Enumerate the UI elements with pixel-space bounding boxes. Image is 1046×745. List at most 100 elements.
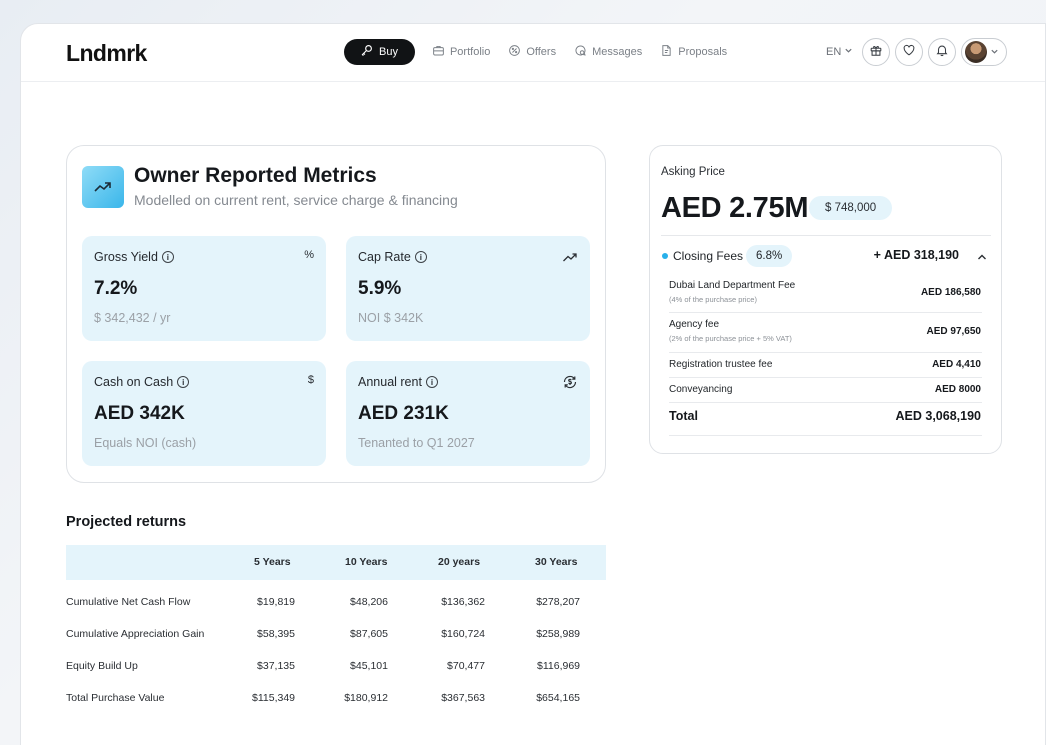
annual-rent-label: Annual rent <box>358 375 422 389</box>
cell-value: $70,477 <box>447 660 485 672</box>
chevron-up-icon[interactable] <box>976 250 988 262</box>
language-label: EN <box>826 46 842 58</box>
gross-yield-label: Gross Yield <box>94 250 158 264</box>
header-tools: EN <box>826 38 1008 66</box>
projected-table-header: 5 Years 10 Years 20 years 30 Years <box>66 545 606 580</box>
cash-on-cash-tile: Cash on Cash i $ AED 342K Equals NOI (ca… <box>82 361 326 466</box>
favorites-button[interactable] <box>895 38 924 66</box>
app-window: Lndmrk Buy Portfolio Offers <box>20 23 1046 745</box>
nav-portfolio[interactable]: Portfolio <box>432 39 490 65</box>
cell-value: $48,206 <box>350 596 388 608</box>
closing-fees-percent-badge: 6.8% <box>746 245 793 267</box>
gift-button[interactable] <box>862 38 891 66</box>
asking-price-value: AED 2.75M <box>661 192 809 224</box>
cell-value: $278,207 <box>536 596 580 608</box>
fee-value: AED 97,650 <box>926 326 981 337</box>
language-selector[interactable]: EN <box>826 46 853 58</box>
col-20-years: 20 years <box>438 556 481 568</box>
tile-label: Annual rent i <box>358 375 438 389</box>
tile-label: Cap Rate i <box>358 250 427 264</box>
document-icon <box>660 44 673 60</box>
status-dot <box>662 253 668 259</box>
cell-value: $160,724 <box>441 628 485 640</box>
table-row: Cumulative Net Cash Flow $19,819 $48,206… <box>66 593 606 613</box>
closing-fees-total: + AED 318,190 <box>873 248 959 262</box>
nav-offers-label: Offers <box>526 46 557 58</box>
info-icon[interactable]: i <box>177 376 190 388</box>
cell-value: $87,605 <box>350 628 388 640</box>
nav-offers[interactable]: Offers <box>508 39 556 65</box>
heart-icon <box>902 43 916 62</box>
cap-rate-tile: Cap Rate i 5.9% NOI $ 342K <box>346 236 590 341</box>
fee-note: (4% of the purchase price) <box>669 295 757 304</box>
nav-buy-button[interactable]: Buy <box>344 39 415 65</box>
divider <box>669 312 982 313</box>
brand-logo[interactable]: Lndmrk <box>66 40 147 66</box>
cap-rate-value: 5.9% <box>358 278 402 299</box>
fee-name: Registration trustee fee <box>669 359 773 370</box>
table-row: Cumulative Appreciation Gain $58,395 $87… <box>66 625 606 645</box>
fee-value: AED 8000 <box>934 384 981 395</box>
cash-on-cash-sub: Equals NOI (cash) <box>94 436 197 450</box>
trend-up-icon <box>82 166 124 208</box>
row-label: Total Purchase Value <box>66 692 165 704</box>
nav-buy-label: Buy <box>379 46 398 58</box>
info-icon[interactable]: i <box>161 251 174 263</box>
row-label: Equity Build Up <box>66 660 138 672</box>
nav-messages-label: Messages <box>592 46 643 58</box>
col-10-years: 10 Years <box>345 556 388 568</box>
trend-up-icon <box>562 249 578 268</box>
cash-on-cash-value: AED 342K <box>94 403 185 424</box>
cell-value: $19,819 <box>257 596 295 608</box>
chat-icon <box>574 44 587 60</box>
nav-proposals[interactable]: Proposals <box>660 39 727 65</box>
row-label: Cumulative Net Cash Flow <box>66 596 191 608</box>
cash-on-cash-label: Cash on Cash <box>94 375 174 389</box>
profile-menu-button[interactable] <box>961 38 1008 66</box>
table-row: Total Purchase Value $115,349 $180,912 $… <box>66 689 606 709</box>
cap-rate-label: Cap Rate <box>358 250 411 264</box>
fee-name: Conveyancing <box>669 384 733 395</box>
cell-value: $37,135 <box>257 660 295 672</box>
avatar <box>965 41 988 63</box>
divider <box>661 235 991 236</box>
table-row: Equity Build Up $37,135 $45,101 $70,477 … <box>66 657 606 677</box>
gross-yield-tile: Gross Yield i % 7.2% $ 342,432 / yr <box>82 236 326 341</box>
asking-price-card: Asking Price AED 2.75M $ 748,000 Closing… <box>649 145 1002 454</box>
divider <box>669 402 982 403</box>
annual-rent-value: AED 231K <box>358 403 449 424</box>
notifications-button[interactable] <box>928 38 957 66</box>
gross-yield-sub: $ 342,432 / yr <box>94 311 171 325</box>
total-label: Total <box>669 409 698 423</box>
total-value: AED 3,068,190 <box>895 409 981 423</box>
fee-value: AED 186,580 <box>920 287 981 298</box>
cell-value: $180,912 <box>344 692 388 704</box>
nav-messages[interactable]: Messages <box>574 39 642 65</box>
col-30-years: 30 Years <box>535 556 578 568</box>
cell-value: $58,395 <box>257 628 295 640</box>
row-label: Cumulative Appreciation Gain <box>66 628 205 640</box>
percent-badge-icon <box>508 44 521 60</box>
cell-value: $258,989 <box>536 628 580 640</box>
fee-name: Dubai Land Department Fee <box>669 280 796 291</box>
briefcase-icon <box>432 44 445 60</box>
owner-metrics-card: Owner Reported Metrics Modelled on curre… <box>66 145 606 483</box>
gift-icon <box>869 43 883 62</box>
fee-name: Agency fee <box>669 319 720 330</box>
tile-label: Gross Yield i <box>94 250 174 264</box>
col-5-years: 5 Years <box>254 556 291 568</box>
gross-yield-value: 7.2% <box>94 278 138 299</box>
info-icon[interactable]: i <box>414 251 427 263</box>
info-icon[interactable]: i <box>425 376 438 388</box>
cell-value: $136,362 <box>441 596 485 608</box>
key-icon <box>360 44 373 60</box>
divider <box>669 352 982 353</box>
percent-icon: % <box>304 249 314 261</box>
closing-fees-label: Closing Fees <box>673 249 744 263</box>
nav-proposals-label: Proposals <box>678 46 728 58</box>
cell-value: $115,349 <box>251 692 295 704</box>
asking-price-label: Asking Price <box>661 166 725 178</box>
dollar-cycle-icon <box>562 374 578 393</box>
nav-portfolio-label: Portfolio <box>449 46 491 58</box>
cell-value: $367,563 <box>441 692 485 704</box>
